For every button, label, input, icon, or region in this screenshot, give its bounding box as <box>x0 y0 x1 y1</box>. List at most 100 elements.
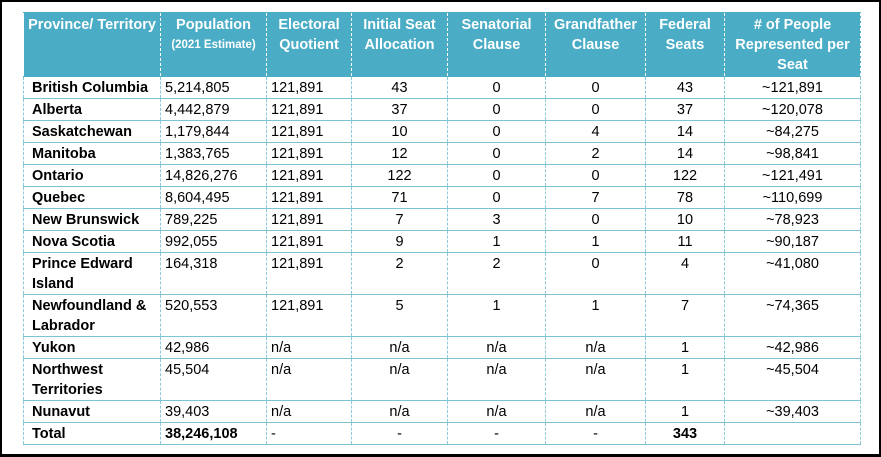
cell-population: 8,604,495 <box>160 186 267 209</box>
cell-province: Quebec <box>23 186 161 209</box>
cell-population: 992,055 <box>160 230 267 253</box>
table-header-row: Province/ Territory Population (2021 Esti… <box>23 12 861 77</box>
cell-initial-seat-allocation: 37 <box>351 98 448 121</box>
cell-senatorial-clause: 0 <box>447 120 546 143</box>
total-cell-grandfather-clause: - <box>545 422 646 445</box>
cell-grandfather-clause: n/a <box>545 400 646 423</box>
cell-population: 42,986 <box>160 336 267 359</box>
cell-initial-seat-allocation: 2 <box>351 252 448 295</box>
table-row: Prince Edward Island 164,318 121,891 2 2 0 4 ~4… <box>23 252 861 295</box>
cell-population: 4,442,879 <box>160 98 267 121</box>
header-initial-seat-allocation: Initial Seat Allocation <box>351 12 448 77</box>
table-row: Ontario 14,826,276 121,891 122 0 0 122 ~121,491 <box>23 164 861 187</box>
cell-federal-seats: 122 <box>645 164 725 187</box>
cell-initial-seat-allocation: n/a <box>351 358 448 401</box>
cell-people-per-seat: ~42,986 <box>724 336 861 359</box>
cell-grandfather-clause: 0 <box>545 164 646 187</box>
table-row: Manitoba 1,383,765 121,891 12 0 2 14 ~98,841 <box>23 142 861 165</box>
cell-federal-seats: 14 <box>645 120 725 143</box>
cell-senatorial-clause: n/a <box>447 400 546 423</box>
cell-senatorial-clause: 0 <box>447 76 546 99</box>
cell-senatorial-clause: 0 <box>447 142 546 165</box>
cell-people-per-seat: ~41,080 <box>724 252 861 295</box>
cell-grandfather-clause: n/a <box>545 336 646 359</box>
table-body: British Columbia 5,214,805 121,891 43 0 0 43 ~1… <box>23 76 861 445</box>
cell-electoral-quotient: 121,891 <box>266 230 352 253</box>
cell-people-per-seat: ~121,891 <box>724 76 861 99</box>
cell-people-per-seat: ~90,187 <box>724 230 861 253</box>
cell-province: Prince Edward Island <box>23 252 161 295</box>
cell-initial-seat-allocation: 43 <box>351 76 448 99</box>
cell-senatorial-clause: 2 <box>447 252 546 295</box>
cell-grandfather-clause: 1 <box>545 230 646 253</box>
cell-senatorial-clause: n/a <box>447 336 546 359</box>
cell-senatorial-clause: 0 <box>447 186 546 209</box>
cell-electoral-quotient: 121,891 <box>266 76 352 99</box>
cell-grandfather-clause: 2 <box>545 142 646 165</box>
cell-electoral-quotient: 121,891 <box>266 186 352 209</box>
table-row: Northwest Territories 45,504 n/a n/a n/a n/a 1… <box>23 358 861 401</box>
cell-initial-seat-allocation: n/a <box>351 400 448 423</box>
cell-population: 14,826,276 <box>160 164 267 187</box>
table-row: Yukon 42,986 n/a n/a n/a n/a 1 ~42,986 <box>23 336 861 359</box>
cell-grandfather-clause: n/a <box>545 358 646 401</box>
cell-federal-seats: 7 <box>645 294 725 337</box>
cell-people-per-seat: ~121,491 <box>724 164 861 187</box>
header-grandfather-clause: Grandfather Clause <box>545 12 646 77</box>
total-cell-federal-seats: 343 <box>645 422 725 445</box>
cell-province: New Brunswick <box>23 208 161 231</box>
cell-province: Nova Scotia <box>23 230 161 253</box>
cell-initial-seat-allocation: 12 <box>351 142 448 165</box>
cell-senatorial-clause: 0 <box>447 164 546 187</box>
cell-federal-seats: 10 <box>645 208 725 231</box>
cell-population: 520,553 <box>160 294 267 337</box>
cell-people-per-seat: ~110,699 <box>724 186 861 209</box>
cell-federal-seats: 1 <box>645 358 725 401</box>
cell-people-per-seat: ~74,365 <box>724 294 861 337</box>
cell-province: Alberta <box>23 98 161 121</box>
cell-initial-seat-allocation: 122 <box>351 164 448 187</box>
cell-people-per-seat: ~120,078 <box>724 98 861 121</box>
cell-population: 789,225 <box>160 208 267 231</box>
cell-people-per-seat: ~98,841 <box>724 142 861 165</box>
cell-federal-seats: 1 <box>645 400 725 423</box>
total-cell-population: 38,246,108 <box>160 422 267 445</box>
cell-federal-seats: 43 <box>645 76 725 99</box>
cell-initial-seat-allocation: 5 <box>351 294 448 337</box>
table-row: British Columbia 5,214,805 121,891 43 0 0 43 ~1… <box>23 76 861 99</box>
cell-initial-seat-allocation: 9 <box>351 230 448 253</box>
table-row: Nova Scotia 992,055 121,891 9 1 1 11 ~90,187 <box>23 230 861 253</box>
table-row: Saskatchewan 1,179,844 121,891 10 0 4 14 ~84,27… <box>23 120 861 143</box>
cell-grandfather-clause: 4 <box>545 120 646 143</box>
cell-electoral-quotient: n/a <box>266 336 352 359</box>
cell-province: Nunavut <box>23 400 161 423</box>
cell-people-per-seat: ~39,403 <box>724 400 861 423</box>
cell-grandfather-clause: 7 <box>545 186 646 209</box>
cell-federal-seats: 37 <box>645 98 725 121</box>
cell-initial-seat-allocation: 7 <box>351 208 448 231</box>
header-senatorial-clause: Senatorial Clause <box>447 12 546 77</box>
cell-senatorial-clause: n/a <box>447 358 546 401</box>
cell-initial-seat-allocation: 71 <box>351 186 448 209</box>
cell-electoral-quotient: 121,891 <box>266 164 352 187</box>
cell-population: 39,403 <box>160 400 267 423</box>
header-province: Province/ Territory <box>23 12 161 77</box>
cell-federal-seats: 78 <box>645 186 725 209</box>
cell-federal-seats: 11 <box>645 230 725 253</box>
cell-electoral-quotient: 121,891 <box>266 252 352 295</box>
cell-grandfather-clause: 0 <box>545 98 646 121</box>
total-cell-initial-seat-allocation: - <box>351 422 448 445</box>
cell-population: 5,214,805 <box>160 76 267 99</box>
cell-grandfather-clause: 0 <box>545 208 646 231</box>
header-population: Population (2021 Estimate) <box>160 12 267 77</box>
cell-senatorial-clause: 1 <box>447 230 546 253</box>
table-row: Nunavut 39,403 n/a n/a n/a n/a 1 ~39,403 <box>23 400 861 423</box>
cell-province: Manitoba <box>23 142 161 165</box>
header-federal-seats: Federal Seats <box>645 12 725 77</box>
cell-people-per-seat: ~45,504 <box>724 358 861 401</box>
header-people-per-seat: # of People Represented per Seat <box>724 12 861 77</box>
cell-population: 45,504 <box>160 358 267 401</box>
cell-province: Saskatchewan <box>23 120 161 143</box>
table-row: New Brunswick 789,225 121,891 7 3 0 10 ~78,923 <box>23 208 861 231</box>
